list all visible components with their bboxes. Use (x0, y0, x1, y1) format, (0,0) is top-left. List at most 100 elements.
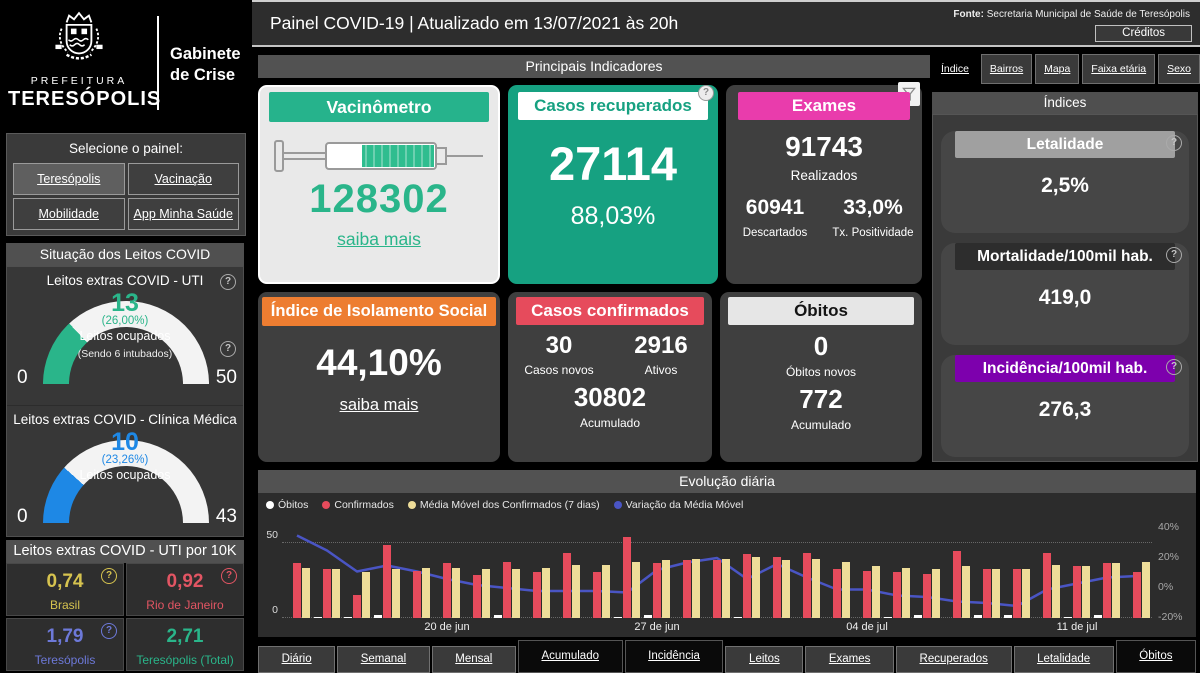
bar-group-27-de-jun (642, 523, 672, 618)
bar-media-movel-dos-confirmados-7-dias (872, 566, 880, 618)
uti-gauge-pct: (26,00%) (101, 315, 149, 327)
bottom-tab-incidencia[interactable]: Incidência (624, 640, 724, 673)
confirmados-acumulado-value: 30802 (573, 382, 647, 412)
bar-media-movel-dos-confirmados-7-dias (1022, 569, 1030, 618)
indices-panel: Letalidade 2,5% Mortalidade/100mil hab. 419… (932, 114, 1198, 462)
tab-mapa[interactable]: Mapa (1035, 54, 1080, 84)
confirmados-card: Casos confirmados 30 Casos novos 2916 At… (508, 292, 712, 462)
clinica-gauge-min: 0 (17, 506, 28, 527)
bottom-tab-letalidade[interactable]: Letalidade (1013, 646, 1114, 673)
legend-label: Média Móvel dos Confirmados (7 dias) (419, 499, 600, 511)
help-icon[interactable] (221, 568, 237, 584)
bar-media-movel-dos-confirmados-7-dias (1142, 561, 1150, 618)
help-icon[interactable] (220, 341, 236, 357)
credits-button[interactable]: Créditos (1095, 25, 1192, 42)
vacinometro-saiba-mais-link[interactable]: saiba mais (337, 229, 421, 249)
panel-button-mobilidade[interactable]: Mobilidade (13, 198, 125, 230)
bar-obitos (644, 615, 652, 618)
bar-group-24-de-jun (552, 523, 582, 618)
help-icon[interactable] (101, 568, 117, 584)
uti-gauge-max: 50 (215, 367, 237, 388)
left-axis-tick-0: 0 (272, 604, 278, 616)
bar-media-movel-dos-confirmados-7-dias (542, 567, 550, 618)
bar-confirmados (473, 575, 481, 618)
clinica-gauge-max: 43 (215, 506, 237, 527)
panel-button-app-minha-saude[interactable]: App Minha Saúde (127, 198, 239, 230)
clinica-gauge (43, 440, 209, 523)
exames-realizados-value: 91743 (785, 131, 863, 162)
source-note: Fonte: Secretaria Municipal de Saúde de … (953, 9, 1190, 20)
isolamento-value: 44,10% (316, 342, 442, 383)
help-icon[interactable] (220, 274, 236, 290)
principais-indicadores-title: Principais Indicadores (258, 55, 930, 78)
bar-group-11-de-jul (1062, 523, 1092, 618)
tab-sexo[interactable]: Sexo (1158, 54, 1200, 84)
exames-descartados-value: 60941 (745, 196, 805, 219)
bar-group-26-de-jun (612, 523, 642, 618)
bar-obitos (314, 616, 322, 618)
uti-gauge-label: Leitos ocupados (79, 329, 171, 343)
right-axis-tick-neg20: -20% (1158, 611, 1183, 623)
page-title: Painel COVID-19 | Atualizado em 13/07/20… (270, 13, 679, 33)
help-icon[interactable] (1166, 359, 1182, 375)
per10k-value: 0,92 (166, 571, 204, 592)
logo-divider (157, 16, 159, 110)
syringe-icon (274, 140, 483, 172)
bottom-tab-recuperados[interactable]: Recuperados (895, 646, 1012, 673)
bar-media-movel-dos-confirmados-7-dias (1082, 566, 1090, 618)
bar-obitos (974, 615, 982, 618)
per10k-label: Brasil (49, 598, 80, 612)
legend-dot (613, 501, 622, 509)
tab-bairros[interactable]: Bairros (980, 54, 1033, 84)
uti-gauge-min: 0 (17, 367, 28, 388)
bottom-tab-semanal[interactable]: Semanal (337, 646, 430, 673)
index-card-title: Incidência/100mil hab. (955, 355, 1175, 382)
bar-confirmados (353, 595, 361, 618)
bottom-tab-obitos[interactable]: Óbitos (1115, 640, 1197, 673)
bar-group-23-de-jun (522, 523, 552, 618)
bar-media-movel-dos-confirmados-7-dias (752, 557, 760, 618)
bottom-tab-diario[interactable]: Diário (258, 646, 336, 673)
index-card-title: Mortalidade/100mil hab. (955, 243, 1175, 270)
bar-group-20-de-jun (432, 523, 462, 618)
per10k-cell-brasil: 0,74 Brasil (6, 563, 124, 616)
bar-group-07-de-jul (942, 523, 972, 618)
bottom-tab-acumulado[interactable]: Acumulado (517, 640, 623, 673)
tab-faixa-etaria[interactable]: Faixa etária (1082, 54, 1156, 84)
legend-dot (322, 501, 331, 509)
bottom-tab-exames[interactable]: Exames (805, 646, 894, 673)
tab-indice[interactable]: Índice (940, 63, 969, 75)
bar-media-movel-dos-confirmados-7-dias (962, 566, 970, 618)
panel-button-teresopolis[interactable]: Teresópolis (13, 163, 125, 195)
legend-item-obitos: Óbitos (266, 499, 308, 511)
help-icon[interactable] (1166, 135, 1182, 151)
bar-confirmados (1013, 569, 1021, 618)
bar-confirmados (593, 572, 601, 618)
bar-group-04-de-jul (852, 523, 882, 618)
bar-confirmados (923, 573, 931, 618)
uti-gauge (43, 301, 209, 384)
panel-button-vacinacao[interactable]: Vacinação (127, 163, 239, 195)
clinica-gauge-section: Leitos extras COVID - Clínica Médica 10 … (7, 405, 243, 537)
bar-confirmados (1133, 572, 1141, 618)
help-icon[interactable] (1166, 247, 1182, 263)
isolamento-header: Índice de Isolamento Social (262, 297, 496, 326)
bar-group-22-de-jun (492, 523, 522, 618)
help-icon[interactable] (698, 85, 714, 101)
bar-obitos (1094, 615, 1102, 618)
bottom-tab-mensal[interactable]: Mensal (431, 646, 516, 673)
help-icon[interactable] (101, 623, 117, 639)
bottom-tab-leitos[interactable]: Leitos (725, 646, 804, 673)
clinica-gauge-label: Leitos ocupados (79, 468, 171, 482)
clinica-gauge-texts: 10 (23,26%) Leitos ocupados (7, 406, 243, 483)
bar-confirmados (443, 563, 451, 618)
indices-section-title: Índices (932, 92, 1198, 114)
legend-label: Confirmados (334, 499, 394, 511)
bar-group-03-de-jul (822, 523, 852, 618)
cabinet-title: Gabinete de Crise (170, 45, 241, 84)
bar-obitos (1064, 616, 1072, 618)
per10k-value: 1,79 (46, 626, 84, 647)
legend-dot (266, 501, 274, 509)
isolamento-saiba-mais-link[interactable]: saiba mais (339, 396, 419, 414)
right-axis-tick-20: 20% (1158, 551, 1180, 563)
